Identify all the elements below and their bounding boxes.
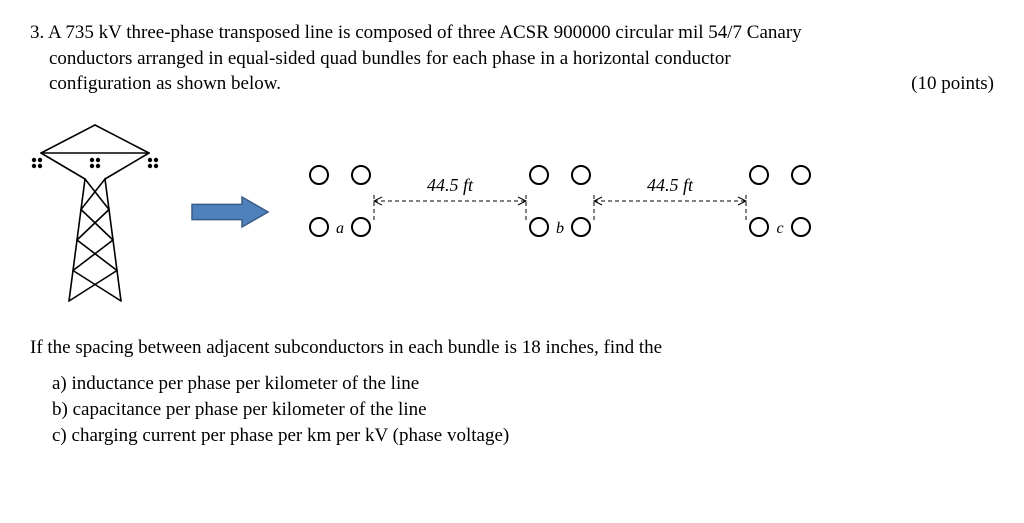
points-label: (10 points) bbox=[911, 71, 994, 97]
problem-statement: 3. A 735 kV three-phase transposed line … bbox=[30, 20, 994, 97]
bundle-diagram: a b c 44.5 ft 44.5 ft bbox=[300, 137, 1000, 287]
svg-text:c: c bbox=[776, 220, 783, 237]
svg-text:44.5 ft: 44.5 ft bbox=[647, 175, 694, 195]
svg-text:44.5 ft: 44.5 ft bbox=[427, 175, 474, 195]
problem-line3: configuration as shown below. bbox=[49, 73, 281, 94]
question-parts: a) inductance per phase per kilometer of… bbox=[30, 373, 994, 447]
problem-number: 3. bbox=[30, 22, 44, 43]
problem-line1: A 735 kV three-phase transposed line is … bbox=[48, 22, 802, 43]
tower-diagram bbox=[30, 117, 160, 307]
svg-text:a: a bbox=[336, 220, 344, 237]
part-b: b) capacitance per phase per kilometer o… bbox=[52, 399, 994, 421]
part-c: c) charging current per phase per km per… bbox=[52, 425, 994, 447]
arrow-icon bbox=[190, 195, 270, 229]
figure-area: a b c 44.5 ft 44.5 ft bbox=[30, 117, 994, 307]
followup-text: If the spacing between adjacent subcondu… bbox=[30, 337, 994, 359]
part-a: a) inductance per phase per kilometer of… bbox=[52, 373, 994, 395]
problem-line2: conductors arranged in equal-sided quad … bbox=[49, 48, 731, 69]
svg-text:b: b bbox=[556, 220, 564, 237]
